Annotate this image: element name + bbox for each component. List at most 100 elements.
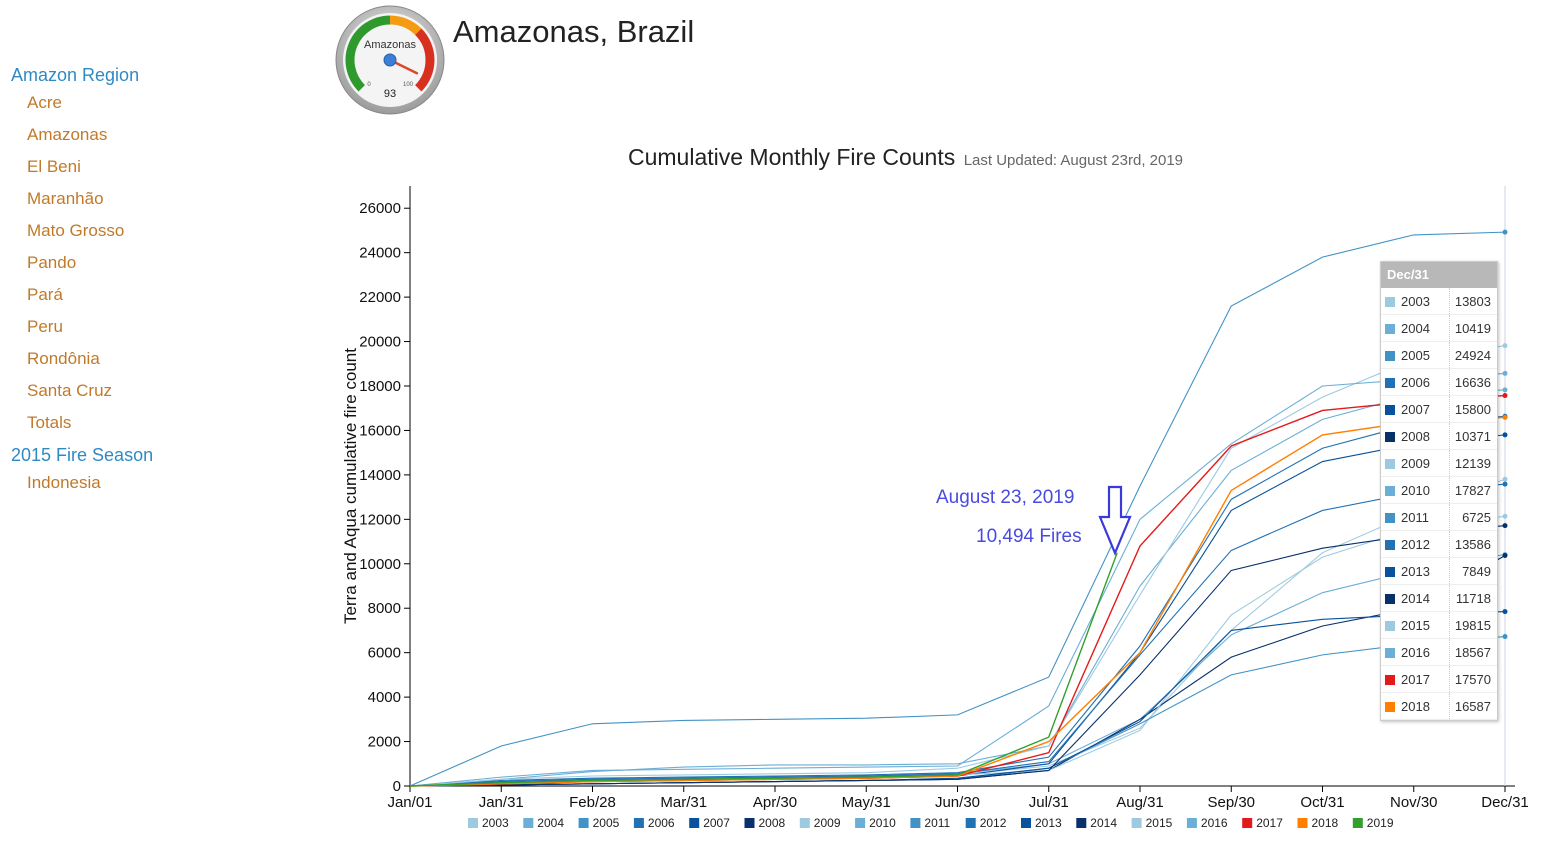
chart-endpoints — [1502, 229, 1508, 640]
series-line-2003[interactable] — [409, 478, 1506, 787]
legend-swatch-2006[interactable] — [633, 818, 644, 828]
legend-swatch-2012[interactable] — [965, 818, 976, 828]
tooltip-header: Dec/31 — [1381, 262, 1497, 288]
series-endpoint-2005 — [1502, 229, 1508, 235]
sidebar-item-totals[interactable]: Totals — [27, 413, 72, 432]
legend-label-2014[interactable]: 2014 — [1090, 816, 1117, 830]
series-line-2017[interactable] — [409, 394, 1506, 787]
series-line-2004[interactable] — [409, 553, 1506, 787]
legend-swatch-2016[interactable] — [1186, 818, 1197, 828]
tooltip-year-cell: 2015 — [1381, 611, 1450, 639]
series-endpoint-2015 — [1502, 343, 1508, 349]
legend-swatch-2005[interactable] — [578, 818, 589, 828]
legend-swatch-2018[interactable] — [1297, 818, 1308, 828]
series-line-2008[interactable] — [409, 555, 1506, 787]
legend-label-2008[interactable]: 2008 — [759, 816, 786, 830]
sidebar-item-mato-grosso[interactable]: Mato Grosso — [27, 221, 125, 240]
sidebar-item-indonesia[interactable]: Indonesia — [27, 473, 101, 492]
legend-swatch-2003[interactable] — [468, 818, 478, 828]
sidebar-item-el-beni[interactable]: El Beni — [27, 157, 81, 176]
y-tick-label: 10000 — [359, 556, 401, 573]
series-line-2018[interactable] — [409, 416, 1506, 787]
tooltip-value: 16636 — [1449, 368, 1497, 396]
tooltip-year: 2012 — [1401, 536, 1430, 552]
legend-label-2015[interactable]: 2015 — [1146, 816, 1173, 830]
sidebar-item-pando[interactable]: Pando — [27, 253, 77, 272]
legend-label-2006[interactable]: 2006 — [648, 816, 675, 830]
series-line-2014[interactable] — [409, 525, 1506, 787]
series-endpoint-2017 — [1502, 393, 1508, 399]
legend-label-2003[interactable]: 2003 — [482, 816, 509, 830]
legend-label-2012[interactable]: 2012 — [980, 816, 1007, 830]
series-line-2013[interactable] — [409, 611, 1506, 787]
legend-swatch-2007[interactable] — [689, 818, 700, 828]
sidebar-item-amazonas[interactable]: Amazonas — [27, 125, 108, 144]
gauge-max-label: 100 — [403, 82, 414, 88]
legend-swatch-2010[interactable] — [855, 818, 866, 828]
sidebar-heading-2015-fire-season[interactable]: 2015 Fire Season — [11, 445, 154, 465]
chart-tooltip: Dec/31 2003 13803 2004 10419 2005 24924 2006 16… — [1380, 261, 1498, 721]
series-line-2009[interactable] — [409, 515, 1506, 787]
legend-swatch-2015[interactable] — [1131, 818, 1142, 828]
sidebar-item-peru[interactable]: Peru — [27, 317, 63, 336]
legend-swatch-2013[interactable] — [1021, 818, 1031, 828]
series-line-2005[interactable] — [409, 231, 1506, 787]
legend-swatch-2017[interactable] — [1242, 818, 1253, 828]
legend-label-2016[interactable]: 2016 — [1201, 816, 1228, 830]
sidebar-item-acre[interactable]: Acre — [27, 93, 62, 112]
series-endpoint-2014 — [1502, 523, 1508, 529]
tooltip-year-cell: 2003 — [1381, 288, 1450, 315]
legend-label-2018[interactable]: 2018 — [1312, 816, 1339, 830]
tooltip-swatch — [1385, 566, 1395, 577]
sidebar-item-para[interactable]: Pará — [27, 285, 63, 304]
legend-swatch-2004[interactable] — [523, 818, 534, 828]
legend-swatch-2008[interactable] — [744, 818, 755, 828]
legend-swatch-2019[interactable] — [1352, 818, 1363, 828]
tooltip-year: 2003 — [1401, 293, 1430, 309]
tooltip-year: 2014 — [1401, 590, 1430, 606]
legend-swatch-2011[interactable] — [910, 818, 921, 828]
legend-label-2005[interactable]: 2005 — [593, 816, 620, 830]
tooltip-year: 2004 — [1401, 320, 1430, 336]
tooltip-year: 2017 — [1401, 671, 1430, 687]
tooltip-year-cell: 2018 — [1381, 692, 1450, 720]
sidebar-section-amazon: Amazon Region Acre Amazonas El Beni Mara… — [11, 64, 231, 434]
series-line-2006[interactable] — [409, 415, 1506, 787]
tooltip-row: 2011 6725 — [1381, 503, 1497, 531]
sidebar-item-santa-cruz[interactable]: Santa Cruz — [27, 381, 113, 400]
legend-label-2009[interactable]: 2009 — [814, 816, 841, 830]
series-line-2012[interactable] — [409, 483, 1506, 787]
tooltip-row: 2007 15800 — [1381, 395, 1497, 423]
legend-swatch-2009[interactable] — [799, 818, 810, 828]
series-endpoint-2018 — [1502, 414, 1508, 420]
series-endpoint-2009 — [1502, 513, 1508, 519]
legend-label-2019[interactable]: 2019 — [1367, 816, 1394, 830]
tooltip-table: 2003 13803 2004 10419 2005 24924 2006 16636 2007… — [1381, 288, 1497, 720]
legend-label-2007[interactable]: 2007 — [703, 816, 730, 830]
series-line-2019[interactable] — [409, 552, 1118, 787]
series-line-2015[interactable] — [409, 345, 1506, 787]
tooltip-value: 24924 — [1449, 341, 1497, 369]
tooltip-value: 19815 — [1449, 611, 1497, 639]
tooltip-value: 13586 — [1449, 530, 1497, 558]
sidebar-item-rondonia[interactable]: Rondônia — [27, 349, 100, 368]
tooltip-value: 13803 — [1449, 288, 1497, 315]
tooltip-year: 2013 — [1401, 563, 1430, 579]
series-line-2010[interactable] — [409, 389, 1506, 787]
sidebar-item-maranhao[interactable]: Maranhão — [27, 189, 104, 208]
legend-label-2017[interactable]: 2017 — [1256, 816, 1283, 830]
tooltip-swatch — [1385, 377, 1395, 388]
legend-label-2004[interactable]: 2004 — [537, 816, 564, 830]
series-line-2016[interactable] — [409, 372, 1506, 787]
x-tick-label: Apr/30 — [753, 794, 797, 811]
tooltip-year-cell: 2012 — [1381, 530, 1450, 558]
legend-label-2013[interactable]: 2013 — [1035, 816, 1062, 830]
legend-label-2011[interactable]: 2011 — [924, 816, 950, 830]
legend-swatch-2014[interactable] — [1076, 818, 1087, 828]
chart-subtitle: Last Updated: August 23rd, 2019 — [963, 152, 1184, 169]
sidebar-heading-amazon-region[interactable]: Amazon Region — [11, 65, 140, 85]
tooltip-year-cell: 2017 — [1381, 665, 1450, 693]
tooltip-swatch — [1385, 593, 1395, 604]
legend-label-2010[interactable]: 2010 — [869, 816, 896, 830]
tooltip-year-cell: 2007 — [1381, 395, 1450, 423]
